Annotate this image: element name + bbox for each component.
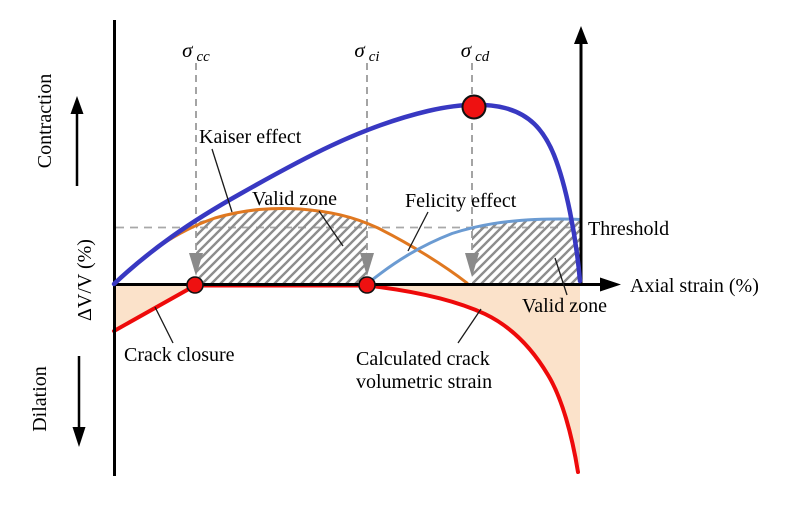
crack-closure-point-dot	[186, 276, 204, 294]
valid-zone-hatch-left	[196, 209, 367, 284]
sigma-cc-down-arrow-icon	[189, 253, 203, 276]
contraction-up-arrow-icon	[70, 96, 84, 114]
sigma-cc-label: σ cc	[182, 38, 210, 65]
valid-zone-top-label: Valid zone	[252, 188, 337, 210]
valid-zone-hatch-right	[472, 219, 580, 284]
crack-damage-point-dot	[461, 94, 487, 120]
felicity-effect-label: Felicity effect	[405, 190, 517, 212]
sigma-cc-symbol: σ	[182, 38, 194, 62]
sigma-ci-label: σ ci	[354, 38, 379, 65]
kaiser-effect-label: Kaiser effect	[199, 126, 302, 148]
total-volumetric-strain-curve	[111, 102, 583, 287]
sigma-ci-down-arrow-icon	[360, 253, 374, 276]
x-axis-arrow-icon	[600, 277, 621, 292]
y-axis-title: ΔV/V (%)	[74, 239, 96, 321]
valid-zone-bottom-label: Valid zone	[522, 295, 607, 317]
sigma-ci-subscript: ci	[369, 49, 380, 65]
crack-closure-label: Crack closure	[124, 344, 235, 366]
sigma-cd-subscript: cd	[475, 49, 490, 65]
dilation-down-arrow-icon	[72, 427, 86, 447]
x-axis-title: Axial strain (%)	[630, 275, 759, 297]
contraction-label: Contraction	[34, 74, 56, 168]
felicity-leader-line	[407, 211, 429, 252]
crack-volumetric-strain-curve	[112, 283, 580, 474]
right-axis-arrow-icon	[574, 26, 588, 44]
calculated-strain-label-line2: volumetric strain	[356, 371, 492, 393]
dilation-label: Dilation	[29, 366, 51, 432]
crack-closure-leader-line	[154, 306, 174, 344]
calculated-strain-label-line1: Calculated crack	[356, 348, 490, 370]
felicity-ae-curve	[365, 217, 582, 286]
crack-initiation-point-dot	[358, 276, 376, 294]
kaiser-leader-line	[211, 148, 233, 213]
sigma-cc-subscript: cc	[197, 49, 211, 65]
sigma-cd-down-arrow-icon	[465, 253, 479, 277]
sigma-cd-symbol: σ	[461, 38, 473, 62]
valid-zone-bottom-leader-line	[554, 257, 568, 296]
valid-zone-top-leader-line	[318, 210, 344, 247]
dilation-fill-area	[367, 286, 580, 469]
sigma-ci-symbol: σ	[354, 38, 366, 62]
calculated-strain-leader-line	[457, 308, 482, 344]
sigma-cd-label: σ cd	[461, 38, 490, 65]
threshold-label: Threshold	[588, 218, 669, 240]
